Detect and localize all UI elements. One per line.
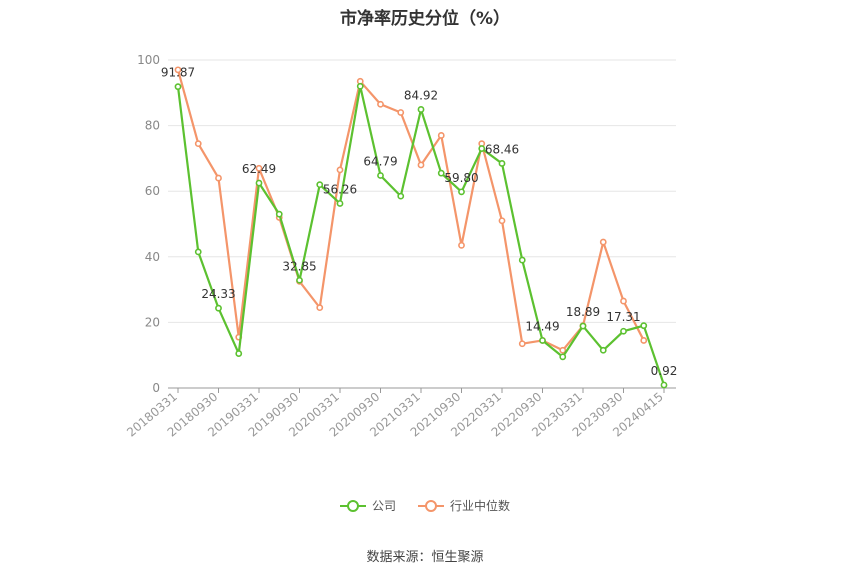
legend-label-industry-median: 行业中位数: [450, 499, 511, 513]
data-point: [235, 350, 243, 357]
data-point: [478, 145, 486, 152]
data-point: [194, 140, 202, 148]
data-point: [174, 66, 182, 74]
data-point: [377, 100, 384, 108]
data-point: [498, 217, 506, 225]
data-point: [620, 297, 627, 305]
data-point: [498, 160, 506, 167]
data-point: [255, 164, 263, 172]
data-point: [559, 346, 567, 354]
y-tick-label: 60: [145, 184, 160, 198]
data-point: [194, 248, 202, 256]
legend-swatch-industry-median: [418, 499, 444, 512]
data-point: [397, 192, 405, 200]
data-point: [215, 304, 222, 312]
grid-lines: [168, 59, 676, 323]
data-label: 32.85: [282, 259, 316, 273]
data-label: 91.87: [161, 66, 195, 80]
data-label: 0.92: [651, 364, 678, 378]
data-point: [275, 210, 283, 218]
data-labels: 91.87 24.33 62.49 32.85 56.26 64.79 84.92 59.80…: [161, 66, 678, 378]
y-tick-label: 80: [145, 119, 160, 133]
data-point: [640, 322, 648, 330]
data-point: [417, 106, 425, 113]
data-point: [539, 337, 546, 344]
data-point: [296, 276, 303, 284]
data-label: 68.46: [485, 142, 519, 156]
y-tick-label: 0: [152, 381, 160, 395]
data-point: [620, 327, 627, 335]
data-point: [316, 304, 324, 312]
data-point: [579, 322, 587, 330]
legend-label-company: 公司: [371, 499, 396, 513]
series-line-1: [176, 69, 645, 352]
data-point: [518, 256, 526, 264]
data-label: 18.89: [566, 305, 600, 319]
data-source: 数据来源：恒生聚源: [366, 550, 484, 565]
legend-item-industry-median[interactable]: 行业中位数: [418, 497, 510, 514]
data-point: [336, 200, 344, 207]
data-label: 56.26: [323, 182, 357, 196]
data-point: [377, 172, 384, 179]
data-point: [356, 82, 364, 90]
series-lines: [174, 66, 668, 389]
data-point: [458, 188, 465, 196]
legend-item-company[interactable]: 公司: [339, 497, 396, 514]
data-point: [336, 166, 344, 174]
data-label: 14.49: [525, 319, 559, 333]
data-point: [174, 83, 182, 91]
data-label: 62.49: [242, 162, 276, 176]
chart-title: 市净率历史分位（%）: [339, 9, 511, 29]
data-point: [437, 132, 445, 139]
data-point: [255, 179, 263, 187]
data-point: [559, 353, 567, 361]
data-point: [397, 109, 405, 116]
data-label: 64.79: [363, 154, 397, 168]
data-point: [437, 169, 445, 177]
data-point: [518, 340, 526, 348]
data-point: [458, 241, 465, 249]
data-point: [215, 174, 222, 182]
data-label: 24.33: [201, 287, 235, 301]
data-point: [660, 381, 668, 389]
data-label: 17.31: [606, 310, 640, 324]
legend: 公司 行业中位数: [0, 497, 850, 514]
data-label: 59.80: [444, 171, 478, 185]
data-point: [599, 346, 607, 354]
legend-swatch-company: [339, 499, 366, 512]
data-point: [316, 181, 324, 189]
y-tick-label: 100: [137, 53, 160, 67]
data-point: [417, 161, 425, 169]
y-tick-label: 40: [145, 250, 160, 264]
data-label: 84.92: [404, 88, 438, 102]
y-tick-label: 20: [145, 315, 160, 329]
data-point: [599, 238, 607, 246]
data-point: [640, 337, 648, 344]
